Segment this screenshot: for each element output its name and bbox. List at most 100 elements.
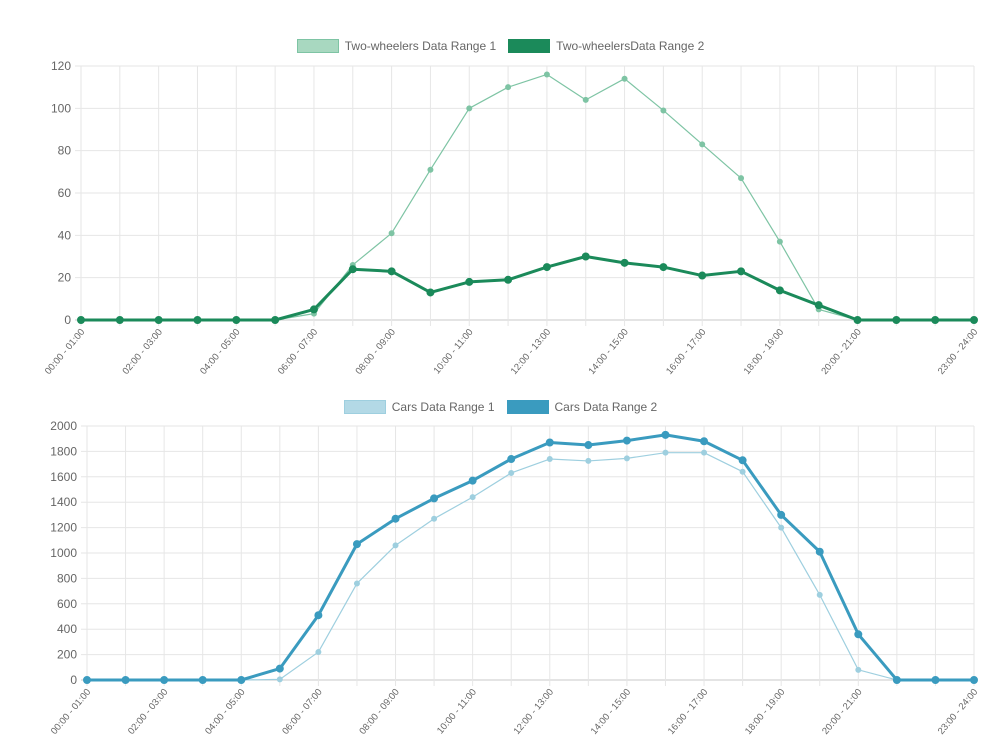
data-point <box>582 96 589 103</box>
y-tick-label: 1200 <box>50 521 77 535</box>
grid-lines <box>81 425 975 686</box>
data-point <box>892 316 901 324</box>
y-tick-label: 200 <box>57 648 77 662</box>
chart-plot: 0 200 400 600 800 1000 1200 1400 1600 1800 2000 00:… <box>49 419 980 737</box>
data-point <box>970 676 978 684</box>
data-point <box>738 175 745 182</box>
data-point <box>931 676 940 684</box>
series-line <box>87 452 974 681</box>
data-point <box>309 305 318 314</box>
data-point <box>661 430 670 439</box>
data-point <box>660 107 667 114</box>
data-point <box>504 275 513 284</box>
data-point <box>468 476 477 485</box>
series-line <box>87 433 974 682</box>
two-wheelers-chart: Two-wheelers Data Range 1 Two-wheelersDa… <box>0 0 1001 375</box>
data-point <box>466 105 473 112</box>
y-tick-label: 120 <box>51 59 71 73</box>
data-point <box>698 271 707 280</box>
data-point <box>585 457 592 464</box>
data-point <box>776 238 783 245</box>
x-tick-label: 10:00 - 11:00 <box>432 327 476 375</box>
x-tick-label: 04:00 - 05:00 <box>203 687 247 737</box>
legend-item[interactable]: Two-wheelersData Range 2 <box>508 39 704 53</box>
data-point <box>542 263 551 272</box>
data-point <box>854 630 863 639</box>
data-point <box>970 316 978 324</box>
chart-plot: 0 20 40 60 80 100 120 00:00 - 01:00 02:00 - 03:0… <box>43 59 980 375</box>
data-point <box>388 230 395 237</box>
data-point <box>777 510 786 519</box>
data-point <box>160 676 169 684</box>
data-point <box>662 449 669 456</box>
grid-lines <box>75 65 975 326</box>
data-point <box>83 676 91 684</box>
legend-swatch <box>508 39 551 53</box>
x-tick-label: 00:00 - 01:00 <box>43 327 87 375</box>
x-tick-label: 00:00 - 01:00 <box>49 687 93 737</box>
data-point <box>584 441 593 450</box>
y-tick-label: 80 <box>58 144 72 158</box>
data-point <box>391 514 400 523</box>
data-point <box>700 437 709 446</box>
x-tick-label: 14:00 - 15:00 <box>586 327 630 375</box>
data-point <box>620 258 629 267</box>
data-point <box>232 316 241 324</box>
data-point <box>775 286 784 295</box>
data-point <box>737 267 746 276</box>
data-point <box>739 468 746 475</box>
legend-swatch <box>343 400 386 414</box>
series-2 <box>77 252 978 324</box>
data-point <box>276 676 283 683</box>
data-point <box>546 456 553 463</box>
legend-label: Cars Data Range 1 <box>391 400 495 414</box>
x-tick-label: 14:00 - 15:00 <box>589 687 633 737</box>
data-point <box>315 649 322 656</box>
data-point <box>853 316 862 324</box>
data-point <box>699 141 706 148</box>
data-point <box>348 265 357 274</box>
y-tick-label: 2000 <box>50 419 77 433</box>
x-tick-label: 08:00 - 09:00 <box>357 687 401 737</box>
data-point <box>198 676 207 684</box>
x-tick-label: 02:00 - 03:00 <box>121 327 165 375</box>
x-tick-label: 23:00 - 24:00 <box>936 327 980 375</box>
chart-legend: Cars Data Range 1 Cars Data Range 2 <box>0 400 1001 414</box>
y-tick-label: 1600 <box>50 470 77 484</box>
x-tick-label: 12:00 - 13:00 <box>512 687 556 737</box>
x-tick-label: 23:00 - 24:00 <box>936 687 980 737</box>
data-point <box>892 676 901 684</box>
data-point <box>621 75 628 82</box>
data-point <box>816 591 823 598</box>
data-point <box>275 664 284 673</box>
legend-item[interactable]: Two-wheelers Data Range 1 <box>296 39 497 53</box>
legend-label: Two-wheelers Data Range 1 <box>344 39 497 53</box>
data-point <box>581 252 590 261</box>
x-tick-label: 12:00 - 13:00 <box>509 327 553 375</box>
cars-chart: Cars Data Range 1 Cars Data Range 2 0 200… <box>0 388 1001 753</box>
data-point <box>392 542 399 549</box>
y-tick-label: 20 <box>58 271 72 285</box>
x-tick-label: 06:00 - 07:00 <box>280 687 324 737</box>
x-tick-label: 20:00 - 21:00 <box>820 687 864 737</box>
series-line <box>81 255 974 322</box>
data-point <box>505 84 512 91</box>
legend-label: Cars Data Range 2 <box>554 400 658 414</box>
data-point <box>543 71 550 78</box>
series-1 <box>78 71 977 323</box>
y-tick-label: 0 <box>70 673 77 687</box>
data-point <box>352 540 361 549</box>
legend-item[interactable]: Cars Data Range 1 <box>343 400 495 414</box>
data-point <box>430 494 439 503</box>
data-point <box>508 469 515 476</box>
y-tick-label: 600 <box>57 597 77 611</box>
legend-label: Two-wheelersData Range 2 <box>556 39 705 53</box>
data-point <box>814 301 823 310</box>
y-tick-label: 800 <box>57 571 77 585</box>
legend-item[interactable]: Cars Data Range 2 <box>506 400 658 414</box>
data-point <box>271 316 280 324</box>
data-point <box>545 438 554 447</box>
x-tick-label: 04:00 - 05:00 <box>198 327 242 375</box>
x-tick-label: 18:00 - 19:00 <box>743 687 787 737</box>
x-tick-label: 20:00 - 21:00 <box>819 327 863 375</box>
